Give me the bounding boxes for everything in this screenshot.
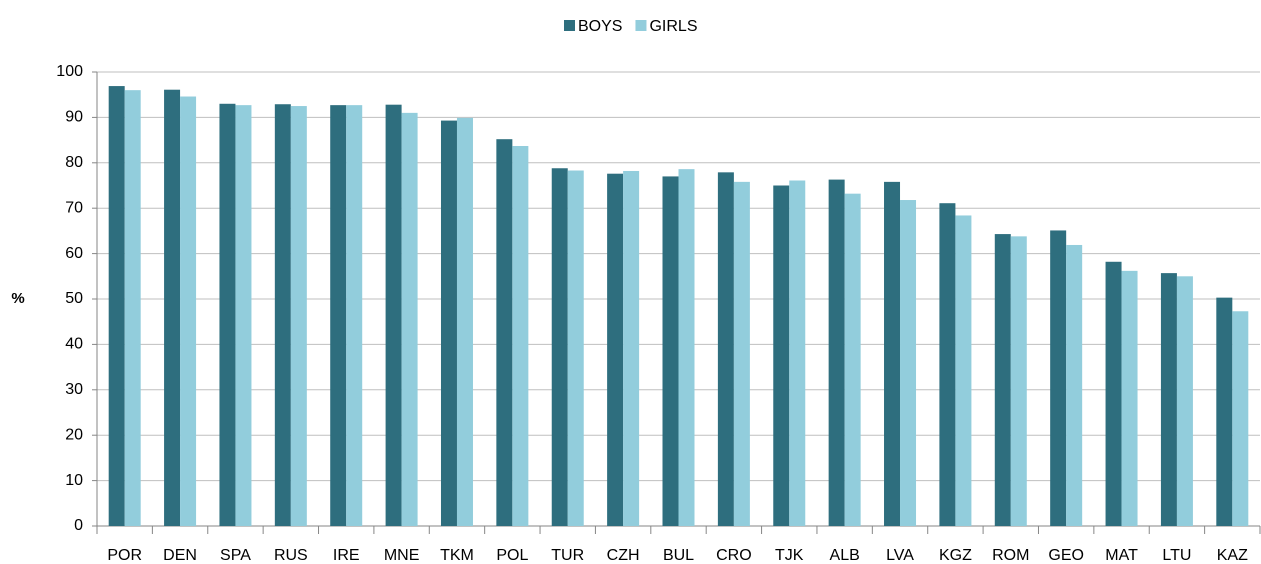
x-tick-label: POL [496,547,528,564]
bar [1010,236,1027,526]
y-tick-label: 20 [65,426,83,443]
bar [884,181,901,527]
bar [385,104,402,527]
bar [678,169,695,526]
bar [219,103,236,526]
x-tick-label: BUL [663,547,694,564]
bar [330,105,347,526]
bar [1050,230,1067,527]
bar [346,105,363,526]
bar [955,215,972,527]
y-tick-label: 90 [65,109,83,126]
legend-label: GIRLS [649,18,697,35]
x-tick-label: ALB [830,547,860,564]
y-tick-label: 50 [65,290,83,307]
y-tick-label: 70 [65,199,83,216]
bar [108,86,125,526]
y-tick-label: 60 [65,245,83,262]
bar [1216,297,1233,526]
y-tick-label: 30 [65,381,83,398]
bar [401,112,418,527]
legend-label: BOYS [578,18,622,35]
bar [551,168,568,527]
legend-swatch [635,20,647,31]
y-tick-label: 100 [56,63,83,80]
bar [124,90,141,526]
bar [828,179,845,526]
bar [1232,311,1249,526]
bar [844,193,861,526]
legend-swatch [564,20,575,31]
x-tick-label: LTU [1162,547,1191,564]
y-tick-label: 80 [65,154,83,171]
bar [717,172,734,527]
x-tick-label: POR [107,547,142,564]
x-tick-label: SPA [220,547,251,564]
x-tick-label: KGZ [939,547,972,564]
y-axis-label: % [11,290,24,307]
bar [1121,270,1138,526]
bar [1066,244,1083,526]
bar [900,200,917,526]
x-tick-label: RUS [274,547,308,564]
x-tick-label: CZH [607,547,640,564]
bar [567,170,584,526]
bar [290,106,307,527]
y-tick-label: 10 [65,472,83,489]
bar [274,104,291,526]
bar [623,170,640,527]
bar [496,139,513,526]
bar [607,173,624,527]
x-tick-label: MAT [1105,547,1138,564]
x-tick-label: KAZ [1217,547,1248,564]
x-tick-label: IRE [333,547,360,564]
x-tick-label: GEO [1048,547,1084,564]
bar [994,234,1011,526]
bar [789,180,806,527]
bar [662,176,679,527]
x-tick-label: DEN [163,547,197,564]
x-tick-label: TKM [440,547,474,564]
bar [164,89,181,527]
bar [1160,273,1177,526]
bar [440,120,457,526]
x-tick-label: MNE [384,547,420,564]
bar [733,181,750,527]
bar [1105,261,1122,526]
x-tick-label: LVA [886,547,914,564]
bar [235,105,252,526]
bar [939,203,956,526]
x-tick-label: CRO [716,547,752,564]
x-tick-label: TJK [775,547,804,564]
bar [456,117,473,526]
y-tick-label: 40 [65,336,83,353]
bar [773,185,790,526]
y-tick-label: 0 [74,517,83,534]
bar [180,96,197,527]
bar [1176,276,1193,526]
x-tick-label: TUR [551,547,584,564]
bar [512,146,529,526]
x-tick-label: ROM [992,547,1029,564]
